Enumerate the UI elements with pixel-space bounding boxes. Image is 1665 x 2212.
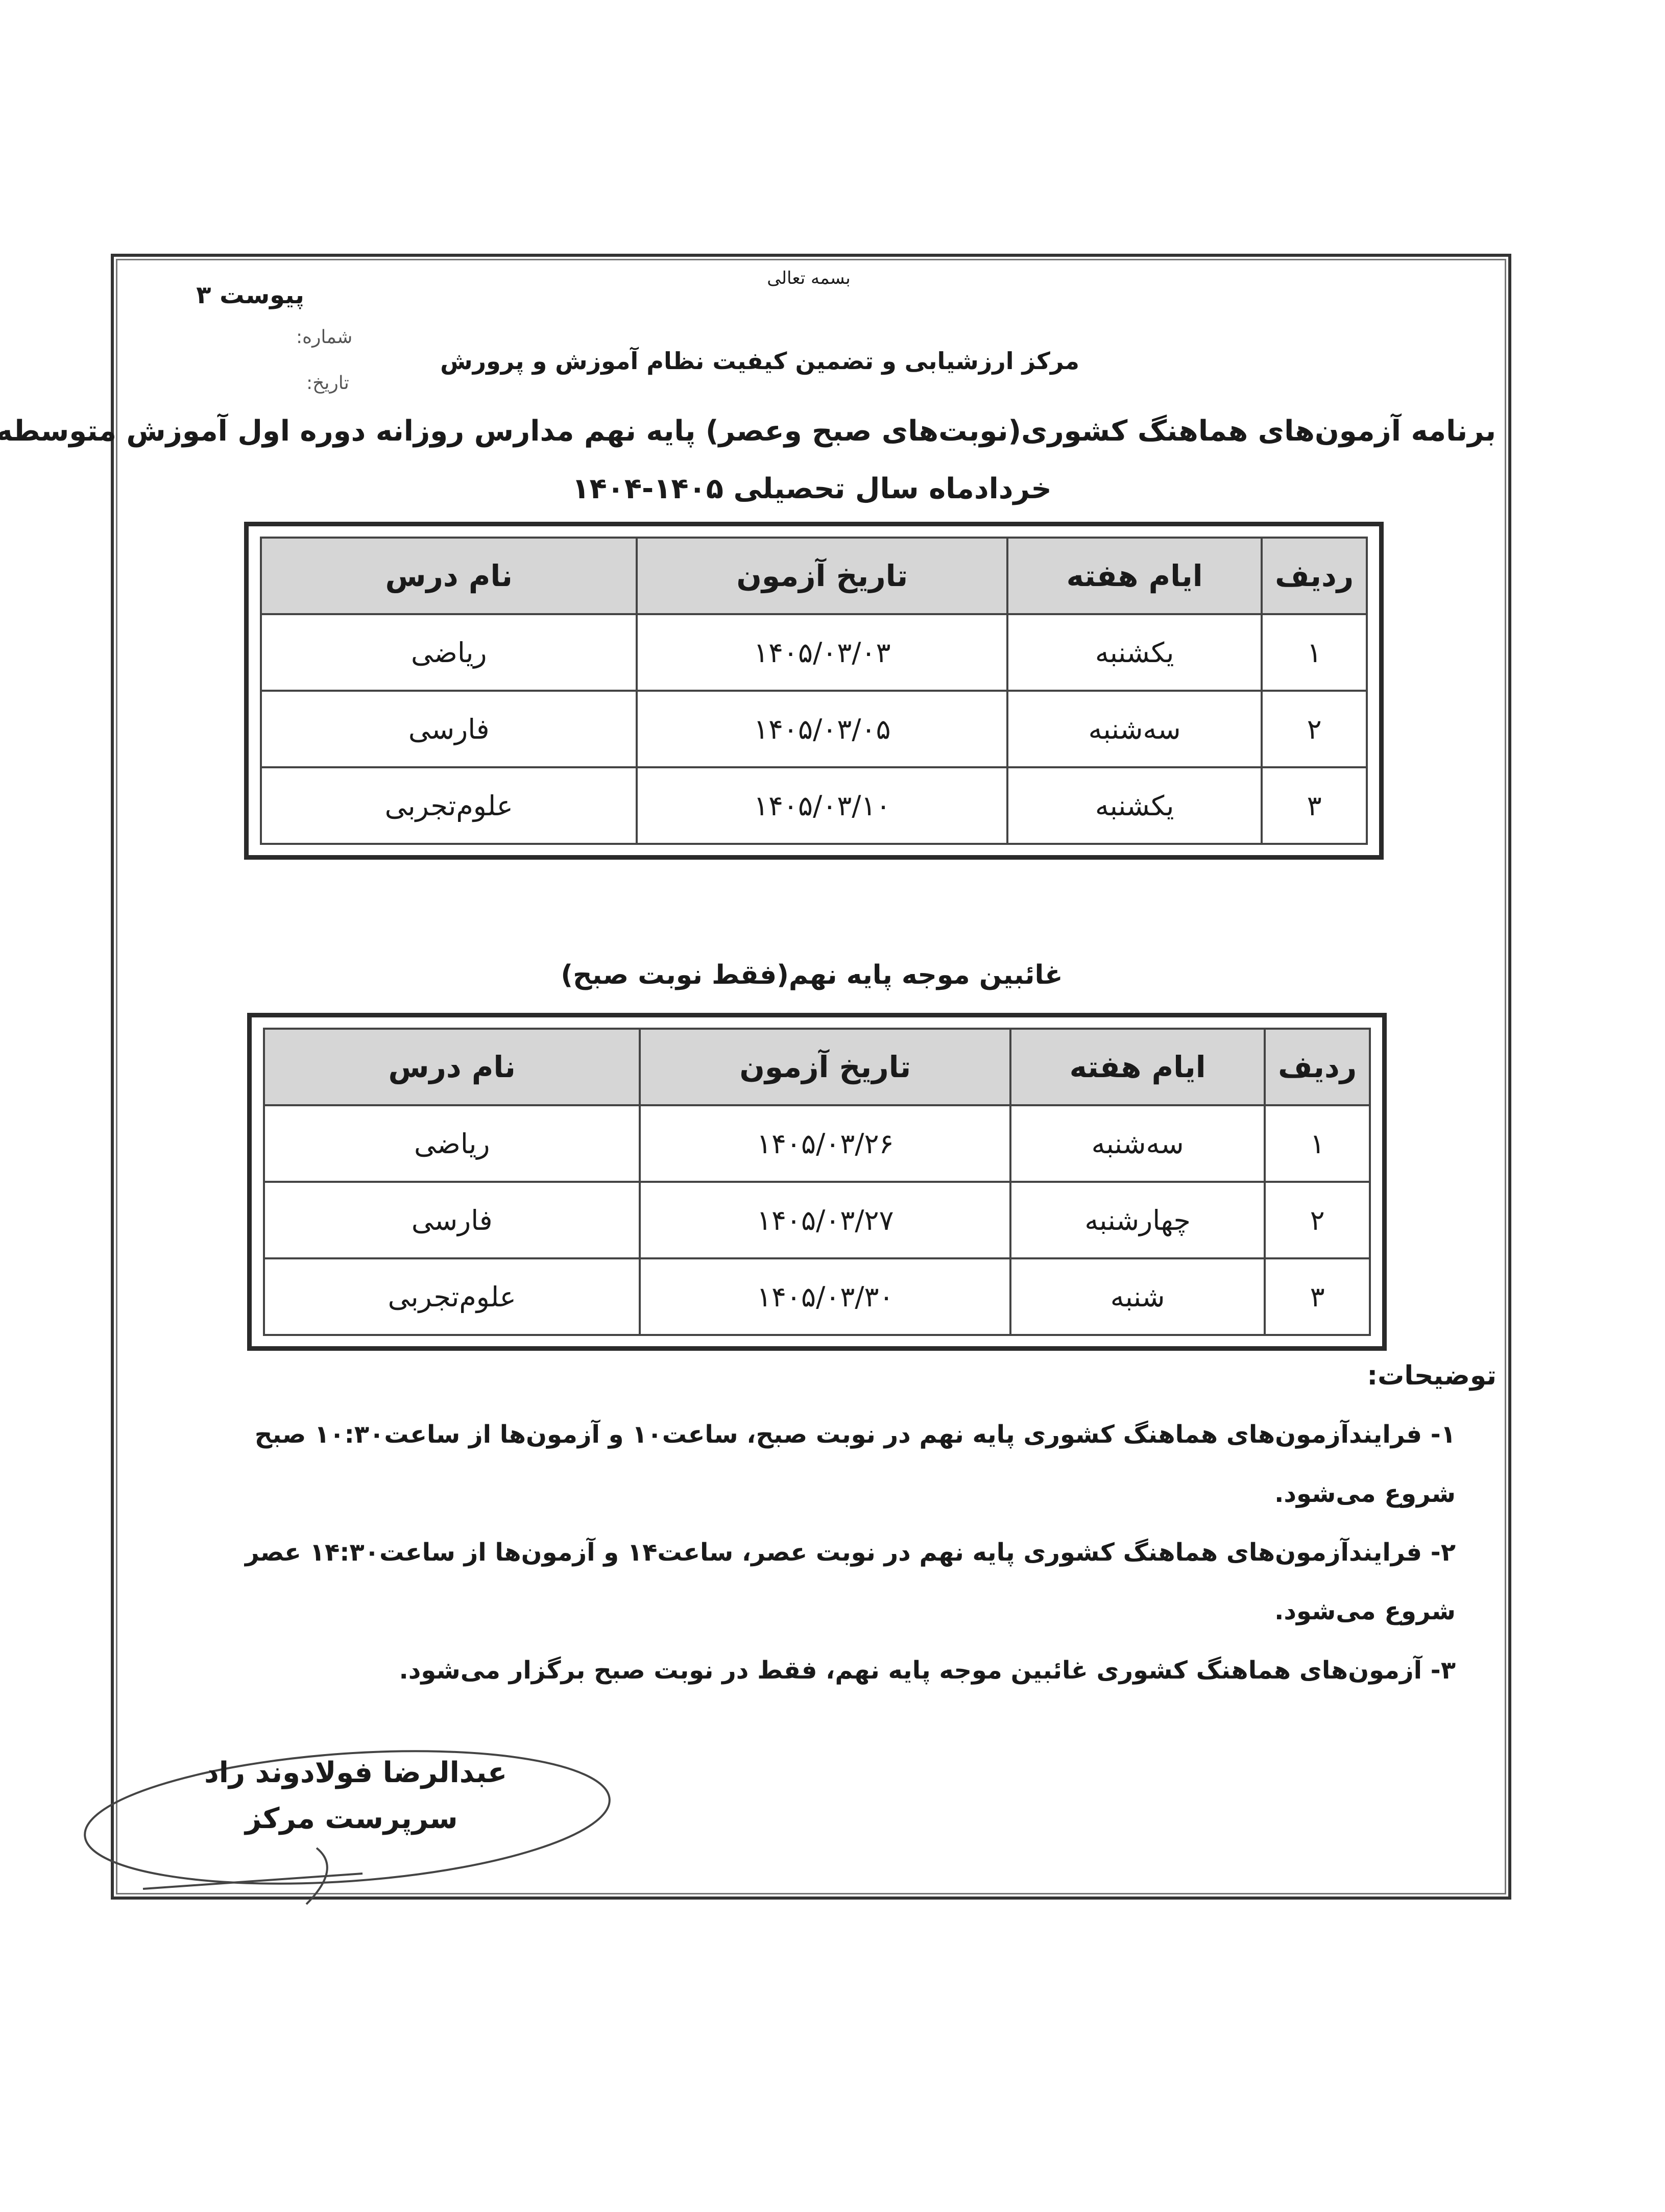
exam-date: ۱۴۰۵/۰۳/۲۷: [639, 1181, 1012, 1259]
note-item: ۳- آزمون‌های هماهنگ کشوری غائبین موجه پا…: [399, 1656, 1456, 1685]
signatory-name: عبدالرضا فولادوند راد: [204, 1756, 508, 1789]
exam-date: ۱۴۰۵/۰۳/۰۳: [636, 613, 1009, 692]
invocation: بسمه تعالی: [767, 268, 851, 288]
subject: علوم‌تجربی: [259, 766, 638, 845]
page-title: برنامه آزمون‌های هماهنگ کشوری(نوبت‌های ص…: [0, 415, 1496, 448]
page-subtitle: خردادماه سال تحصیلی ۱۴۰۵-۱۴۰۴: [572, 472, 1052, 505]
table-row: ۳ شنبه ۱۴۰۵/۰۳/۳۰ علوم‌تجربی: [262, 1257, 1371, 1336]
weekday: سه‌شنبه: [1006, 690, 1263, 768]
note-item: ۱- فرایندآزمون‌های هماهنگ کشوری پایه نهم…: [254, 1420, 1456, 1449]
weekday: شنبه: [1009, 1257, 1266, 1336]
note-item: شروع می‌شود.: [1274, 1597, 1456, 1625]
subject: فارسی: [259, 690, 638, 768]
absentees-table-title: غائبین موجه پایه نهم(فقط نوبت صبح): [561, 960, 1063, 990]
exam-date: ۱۴۰۵/۰۳/۱۰: [636, 766, 1009, 845]
column-header: ردیف: [1264, 1028, 1371, 1106]
exam-date: ۱۴۰۵/۰۳/۰۵: [636, 690, 1009, 768]
exam-date: ۱۴۰۵/۰۳/۳۰: [639, 1257, 1012, 1336]
column-header: نام درس: [259, 537, 638, 615]
subject: علوم‌تجربی: [262, 1257, 641, 1336]
row-number: ۳: [1261, 766, 1368, 845]
attachment-label: پیوست ۳: [196, 281, 304, 309]
notes-heading: توضیحات:: [1367, 1360, 1497, 1391]
weekday: یکشنبه: [1006, 613, 1263, 692]
column-header: نام درس: [262, 1028, 641, 1106]
signatory-role: سرپرست مرکز: [245, 1802, 458, 1835]
weekday: سه‌شنبه: [1009, 1104, 1266, 1183]
column-header: تاریخ آزمون: [636, 537, 1009, 615]
number-label: شماره:: [296, 327, 353, 348]
absentees-schedule-table: ردیف ایام هفته تاریخ آزمون نام درس ۱ سه‌…: [247, 1013, 1387, 1351]
note-item: ۲- فرایندآزمون‌های هماهنگ کشوری پایه نهم…: [245, 1538, 1456, 1567]
weekday: چهارشنبه: [1009, 1181, 1266, 1259]
document-frame: [111, 254, 1511, 1900]
exam-date: ۱۴۰۵/۰۳/۲۶: [639, 1104, 1012, 1183]
row-number: ۲: [1261, 690, 1368, 768]
row-number: ۲: [1264, 1181, 1371, 1259]
table-row: ۲ چهارشنبه ۱۴۰۵/۰۳/۲۷ فارسی: [262, 1181, 1371, 1259]
subject: فارسی: [262, 1181, 641, 1259]
table-header-row: ردیف ایام هفته تاریخ آزمون نام درس: [259, 537, 1368, 615]
subject: ریاضی: [262, 1104, 641, 1183]
subject: ریاضی: [259, 613, 638, 692]
date-label: تاریخ:: [306, 373, 349, 394]
signature-ellipse: [84, 1750, 611, 1905]
table-row: ۳ یکشنبه ۱۴۰۵/۰۳/۱۰ علوم‌تجربی: [259, 766, 1368, 845]
row-number: ۱: [1264, 1104, 1371, 1183]
column-header: ایام هفته: [1009, 1028, 1266, 1106]
weekday: یکشنبه: [1006, 766, 1263, 845]
column-header: تاریخ آزمون: [639, 1028, 1012, 1106]
table-row: ۱ یکشنبه ۱۴۰۵/۰۳/۰۳ ریاضی: [259, 613, 1368, 692]
exam-schedule-table: ردیف ایام هفته تاریخ آزمون نام درس ۱ یکش…: [244, 522, 1384, 860]
organization-name: مرکز ارزشیابی و تضمین کیفیت نظام آموزش و…: [440, 347, 1079, 375]
table-row: ۲ سه‌شنبه ۱۴۰۵/۰۳/۰۵ فارسی: [259, 690, 1368, 768]
table-row: ۱ سه‌شنبه ۱۴۰۵/۰۳/۲۶ ریاضی: [262, 1104, 1371, 1183]
row-number: ۱: [1261, 613, 1368, 692]
column-header: ردیف: [1261, 537, 1368, 615]
row-number: ۳: [1264, 1257, 1371, 1336]
column-header: ایام هفته: [1006, 537, 1263, 615]
note-item: شروع می‌شود.: [1274, 1479, 1456, 1508]
table-header-row: ردیف ایام هفته تاریخ آزمون نام درس: [262, 1028, 1371, 1106]
